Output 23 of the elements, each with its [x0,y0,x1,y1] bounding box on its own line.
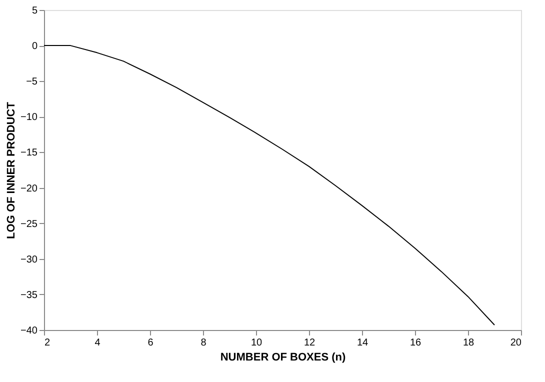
x-tick-label: 6 [148,338,154,348]
y-tick-label: −20 [20,183,38,194]
y-tick-label: −5 [26,76,38,88]
x-tick-label: 4 [94,338,101,348]
x-tick-label: 10 [250,338,262,348]
y-tick-label: −25 [20,218,38,230]
x-tick-label: 12 [304,338,316,348]
x-tick-label: 14 [356,338,368,348]
x-tick-label: 2 [44,338,50,348]
y-tick-label: −35 [20,290,38,301]
x-tick-label: 20 [510,338,522,348]
y-tick-label: 0 [32,41,38,52]
y-tick-label: −30 [20,254,38,266]
line-series [44,45,495,326]
y-axis-title: LOG OF INNER PRODUCT [6,102,18,239]
y-tick-label: −15 [20,148,38,159]
x-tick-label: 8 [200,338,207,348]
x-axis-title: NUMBER OF BOXES (n) [220,352,346,364]
y-tick-label: 5 [32,6,38,16]
y-tick-label: −40 [20,326,38,336]
x-tick-label: 16 [410,338,422,348]
x-tick-label: 18 [462,338,474,348]
y-tick-label: −10 [20,112,38,124]
